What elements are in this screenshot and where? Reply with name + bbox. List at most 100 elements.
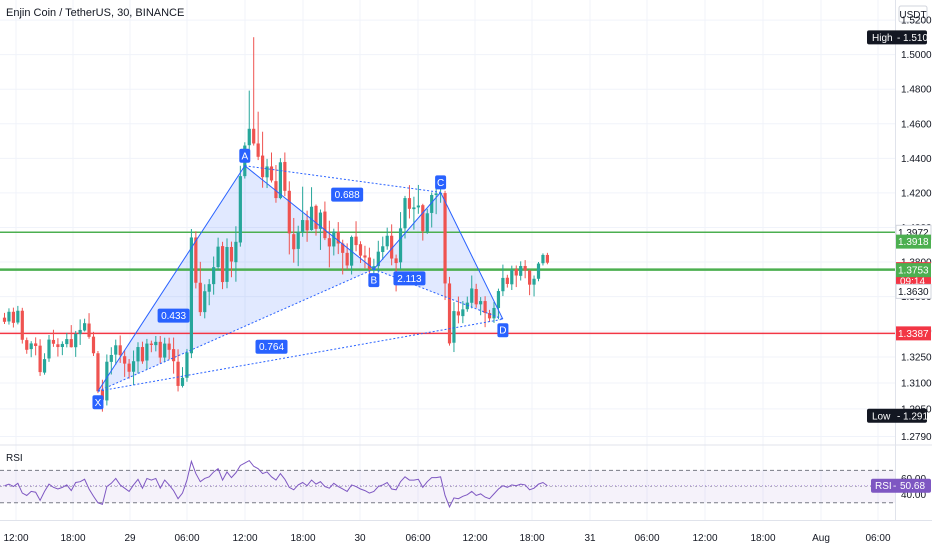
high-badge-box: [867, 30, 927, 45]
candle-up: [398, 228, 403, 263]
candle-down: [274, 181, 278, 199]
low-badge-value: 1.2910: [903, 411, 932, 422]
rsi-value-badge-box: [871, 478, 931, 493]
pattern-leg-line[interactable]: [97, 165, 246, 392]
level-price-badge: 1.3972: [898, 228, 929, 239]
candle-down: [292, 234, 296, 250]
low-badge-label: Low: [872, 411, 891, 422]
candle-down: [261, 155, 265, 178]
level-price-badge: 1.3387: [898, 329, 929, 340]
candle-up: [265, 166, 269, 178]
candle-up: [83, 323, 87, 331]
candle-up: [381, 246, 385, 252]
candle-up: [47, 339, 51, 359]
candle-up: [145, 343, 149, 361]
badge-separator: -: [897, 33, 900, 44]
candle-up: [372, 266, 376, 270]
candle-up: [532, 278, 536, 285]
level-price-badge-box: [896, 326, 931, 341]
pattern-ratio-line[interactable]: [373, 268, 504, 320]
price-tick-label: 1.4600: [901, 119, 932, 130]
candle-up: [461, 309, 465, 317]
candle-down: [149, 343, 153, 345]
candle-up: [492, 307, 496, 319]
candle-up: [296, 231, 300, 249]
candle-down: [287, 190, 291, 234]
price-tick-label: 1.4400: [901, 154, 932, 165]
pattern-leg-line[interactable]: [373, 192, 441, 270]
candle-down: [2, 317, 7, 322]
candle-up: [470, 288, 474, 303]
horizontal-levels[interactable]: [0, 231, 895, 335]
candle-down: [96, 353, 100, 392]
time-tick-label: 18:00: [290, 533, 315, 544]
badge-separator: -: [893, 481, 896, 492]
candle-down: [11, 311, 15, 323]
currency-label-box: [898, 5, 928, 23]
candle-up: [225, 246, 229, 282]
candle-up: [430, 194, 434, 213]
candle-down: [407, 198, 412, 209]
candle-up: [131, 361, 136, 372]
grid: [0, 0, 895, 520]
currency-label[interactable]: USDT: [898, 5, 928, 23]
rsi-tick-label: 40.00: [901, 490, 926, 501]
pattern-leg-line[interactable]: [440, 192, 504, 320]
candle-up: [301, 220, 305, 232]
time-tick-label: 06:00: [865, 533, 890, 544]
candle-up: [416, 205, 420, 208]
pattern-point-label: A: [241, 151, 248, 162]
time-tick-label: 12:00: [462, 533, 487, 544]
candle-down: [123, 356, 127, 364]
candle-down: [167, 343, 171, 350]
price-tick-label: 1.2790: [901, 432, 932, 443]
pattern-ratio-label: 2.113: [397, 274, 422, 285]
price-tick-label: 1.5200: [901, 16, 932, 27]
candle-down: [354, 236, 358, 246]
candle-down: [483, 301, 487, 313]
candle-up: [163, 343, 167, 358]
candle-down: [390, 235, 394, 259]
time-tick-label: Aug: [812, 533, 830, 544]
candle-up: [412, 207, 416, 210]
pattern-point-label-box: [92, 395, 104, 410]
candle-up: [452, 311, 456, 343]
candle-down: [34, 343, 38, 346]
pattern-leg-line[interactable]: [244, 165, 375, 270]
pattern-ratio-label-box: [393, 271, 426, 286]
harmonic-pattern-labels: X A B C D 0.688 0.433 2.113 0.764: [92, 148, 509, 410]
candle-down: [447, 283, 452, 344]
candle-up: [114, 345, 118, 355]
currency-label-text: USDT: [899, 10, 926, 21]
candle-down: [336, 231, 340, 244]
candle-down: [487, 312, 492, 319]
candle-down: [443, 193, 447, 284]
pattern-point-label-box: [497, 323, 509, 338]
pattern-ratio-label-box: [255, 339, 288, 354]
candle-down: [176, 361, 180, 386]
time-tick-label: 12:00: [692, 533, 717, 544]
candle-up: [425, 213, 429, 232]
candle-down: [198, 282, 202, 313]
candle-up: [434, 193, 438, 195]
candle-down: [394, 258, 398, 264]
candle-down: [345, 252, 349, 266]
pattern-ratio-line[interactable]: [97, 318, 503, 392]
price-badge-value: 1.3918: [898, 237, 929, 248]
price-tick-label: 1.3100: [901, 378, 932, 389]
candle-down: [87, 323, 91, 337]
time-tick-label: 06:00: [174, 533, 199, 544]
candle-up: [247, 128, 251, 146]
pattern-ratio-line[interactable]: [244, 165, 441, 193]
time-tick-label: 18:00: [519, 533, 544, 544]
pattern-ratio-label-box: [331, 187, 364, 202]
candle-down: [367, 257, 371, 270]
candle-up: [78, 329, 82, 335]
candle-up: [332, 231, 336, 247]
candle-up: [74, 333, 78, 348]
high-badge-label: High: [872, 33, 893, 44]
candle-down: [323, 211, 327, 239]
pattern-ratio-label: 0.688: [335, 190, 360, 201]
harmonic-pattern-lines[interactable]: [97, 165, 504, 392]
